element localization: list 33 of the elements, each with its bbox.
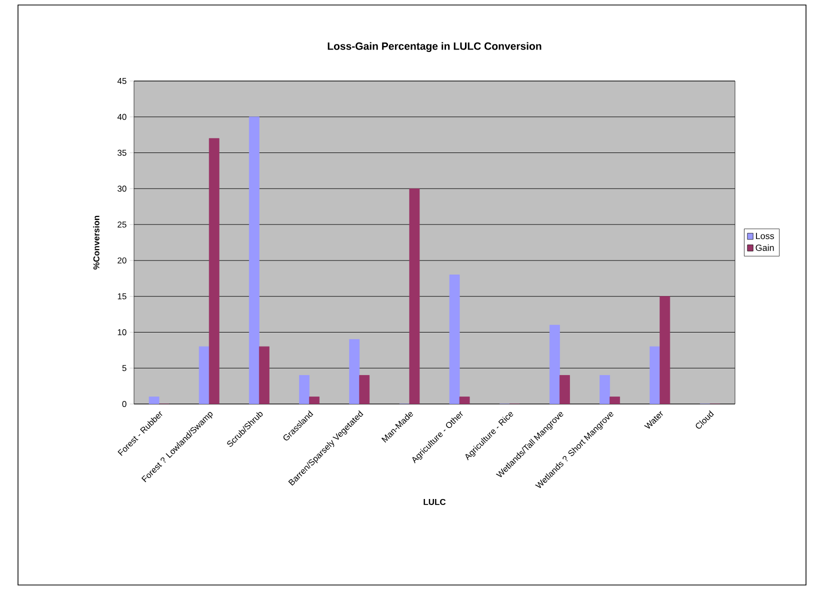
bar [550,324,560,404]
y-tick-label: 35 [118,150,126,156]
bar [449,274,460,404]
y-tick-label: 25 [118,222,126,228]
bar [610,396,620,404]
bar [409,188,420,404]
legend-label: Gain [756,244,774,251]
y-tick-label: 40 [117,114,126,120]
bar [309,396,320,404]
y-tick-label: 15 [118,293,126,300]
bar [660,296,670,404]
bar [198,346,210,404]
bar [650,346,660,404]
bar [249,116,260,404]
y-tick-label: 45 [117,78,126,84]
y-tick-label: 20 [118,257,126,264]
y-tick-label: 0 [122,401,126,408]
bar [299,375,310,404]
y-tick-label: 5 [122,365,126,372]
x-axis-title: LULC [424,498,446,505]
bar [148,396,160,404]
bar [459,396,470,404]
bar [208,138,220,404]
legend-label: Loss [756,232,774,240]
y-tick-label: 30 [118,186,126,192]
bar [349,339,360,404]
bar [259,346,270,404]
y-tick-label: 10 [118,329,126,336]
y-axis-title: %Conversion [93,216,100,270]
bar [560,375,570,404]
bar [359,375,370,404]
bar [600,375,610,404]
chart-title: Loss-Gain Percentage in LULC Conversion [328,42,542,52]
